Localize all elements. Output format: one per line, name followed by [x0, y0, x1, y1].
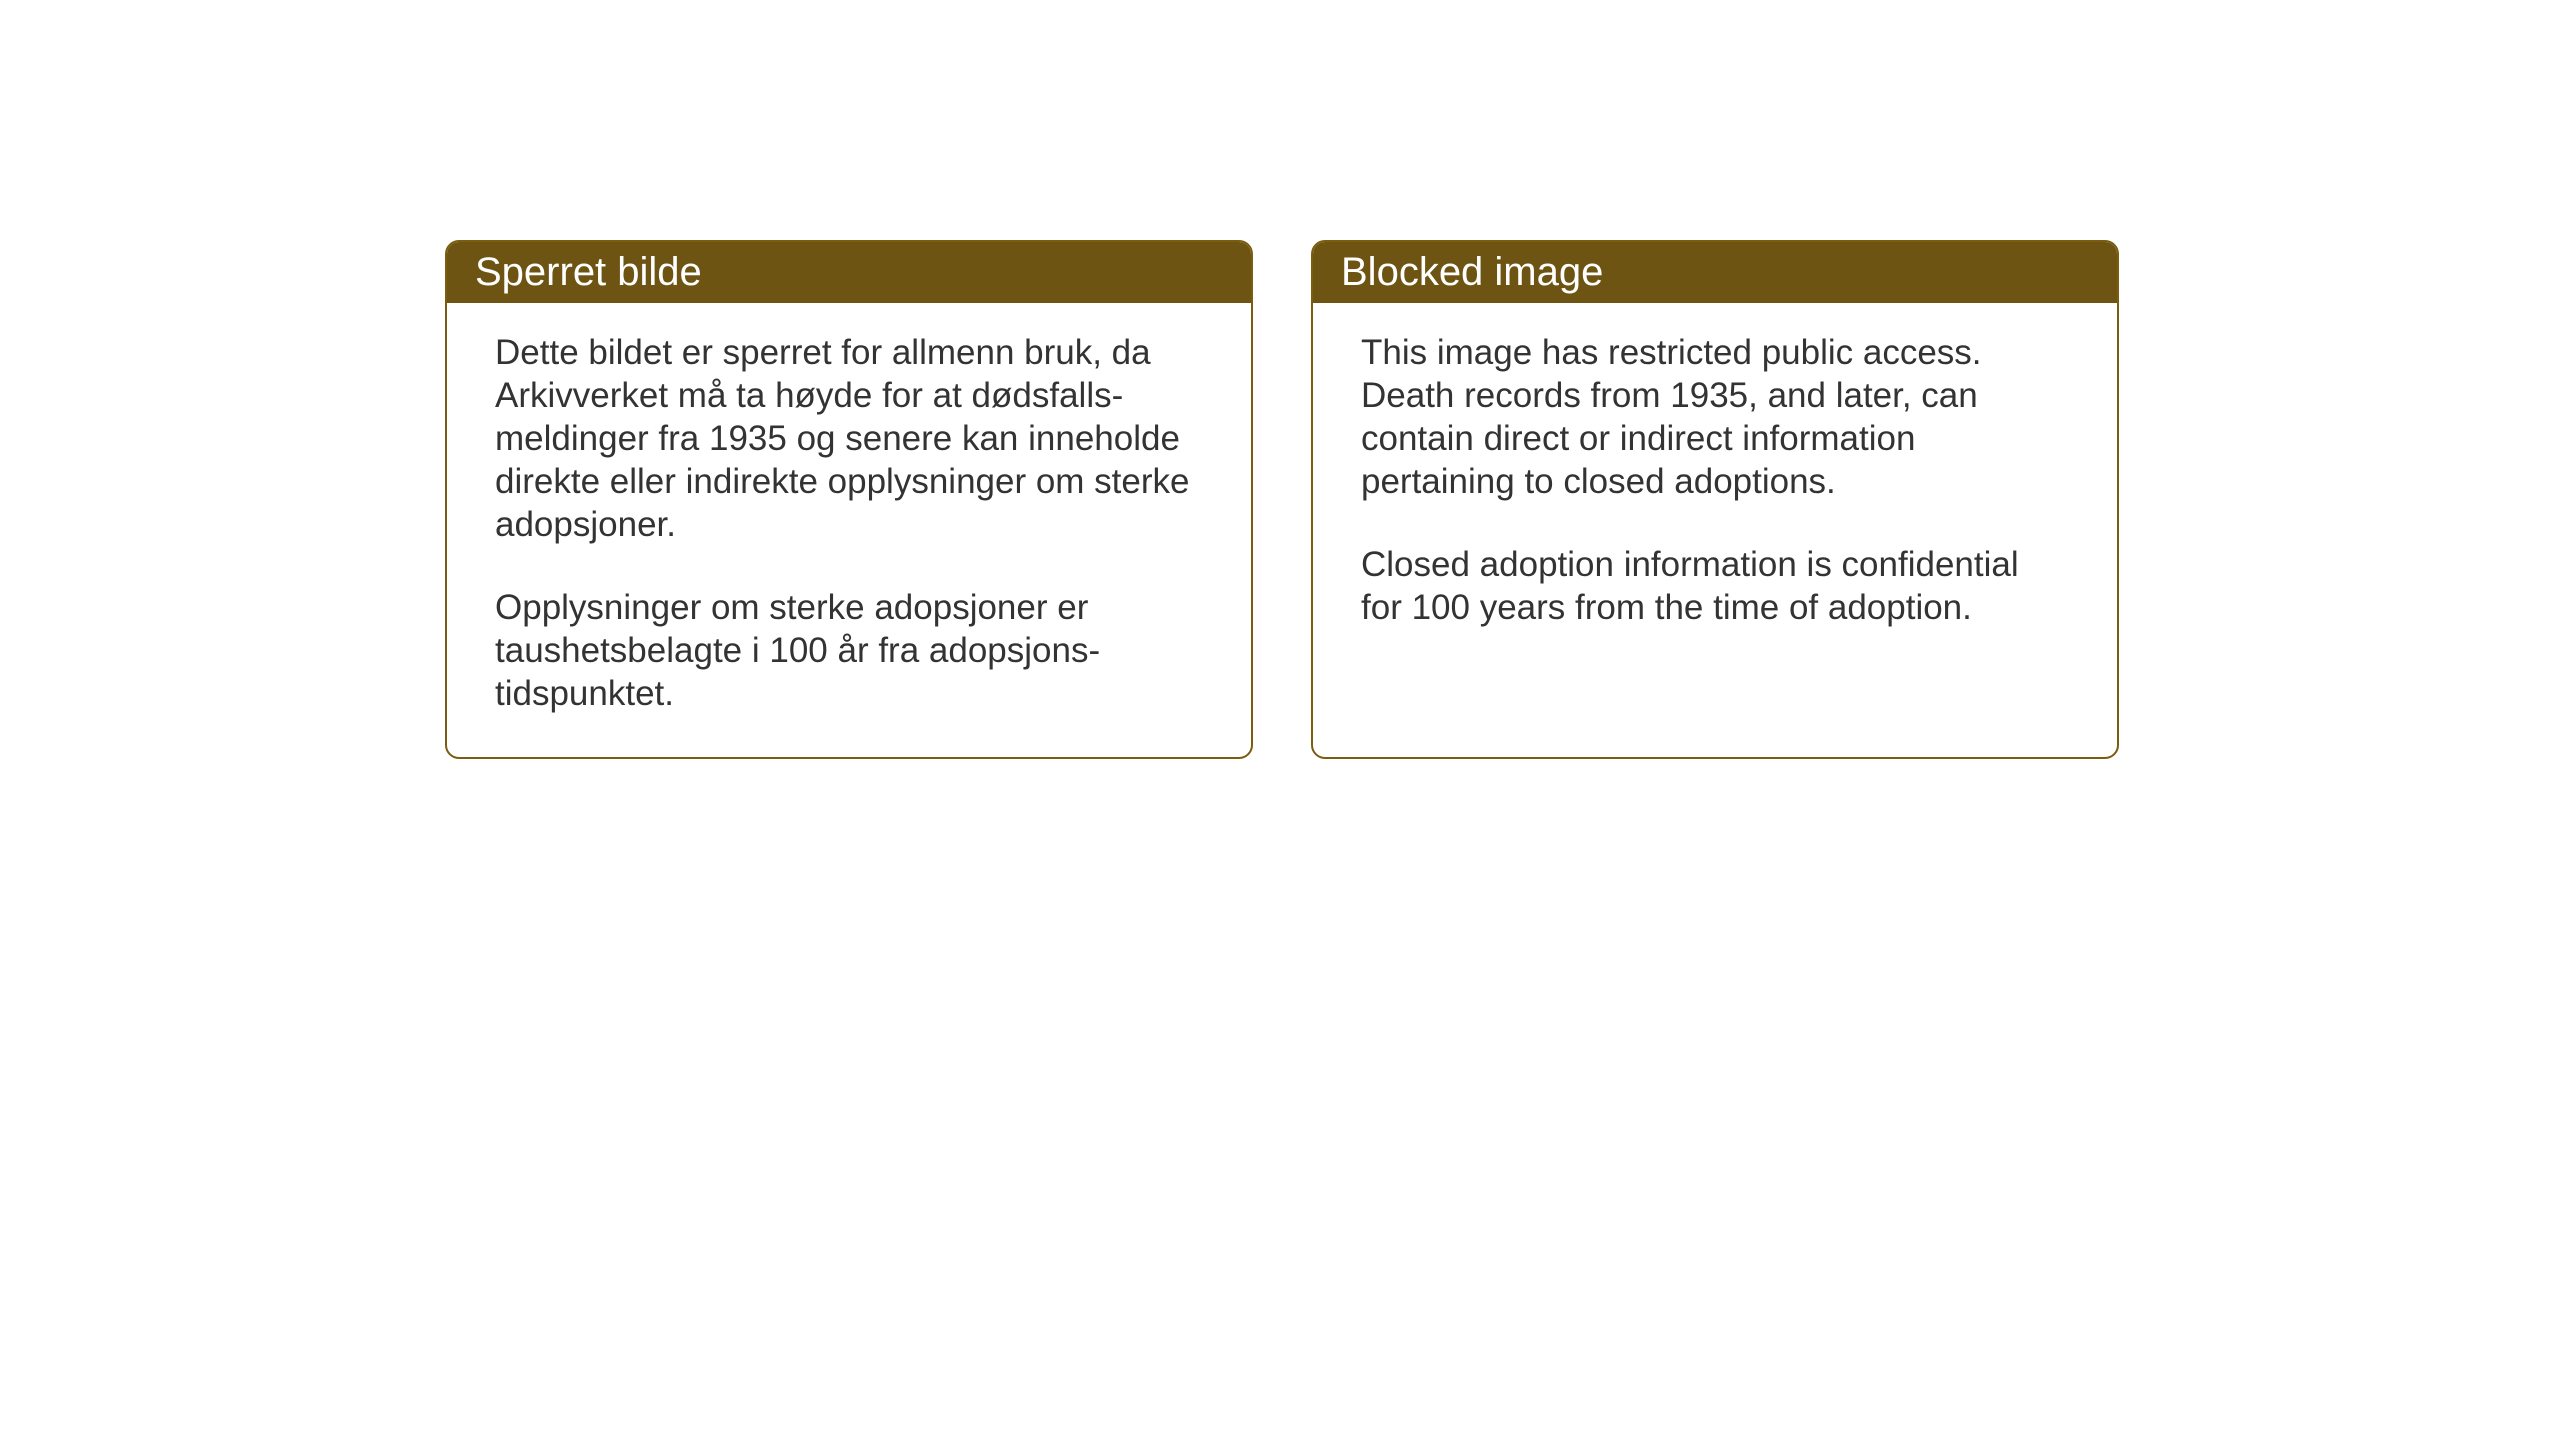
notice-para2-norwegian: Opplysninger om sterke adopsjoner er tau…: [495, 586, 1203, 715]
notice-box-english: Blocked image This image has restricted …: [1311, 240, 2119, 759]
notice-header-english: Blocked image: [1313, 242, 2117, 303]
notice-title-norwegian: Sperret bilde: [475, 250, 702, 294]
notice-box-norwegian: Sperret bilde Dette bildet er sperret fo…: [445, 240, 1253, 759]
notice-para1-english: This image has restricted public access.…: [1361, 331, 2069, 503]
notice-para1-norwegian: Dette bildet er sperret for allmenn bruk…: [495, 331, 1203, 546]
notice-header-norwegian: Sperret bilde: [447, 242, 1251, 303]
notice-title-english: Blocked image: [1341, 250, 1603, 294]
notice-para2-english: Closed adoption information is confident…: [1361, 543, 2069, 629]
notice-body-english: This image has restricted public access.…: [1313, 303, 2117, 671]
notice-container: Sperret bilde Dette bildet er sperret fo…: [445, 240, 2119, 759]
notice-body-norwegian: Dette bildet er sperret for allmenn bruk…: [447, 303, 1251, 757]
